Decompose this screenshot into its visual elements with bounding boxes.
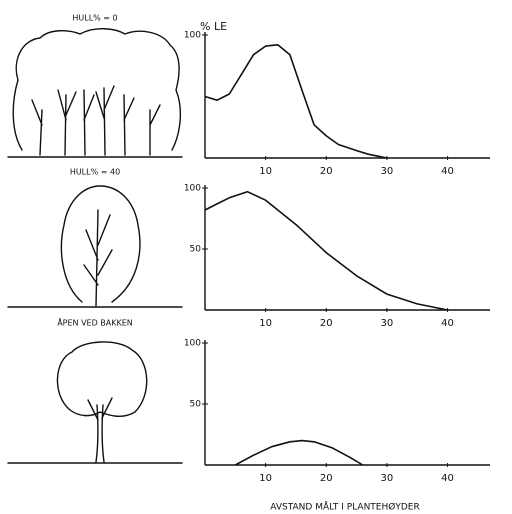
x-tick-label: 30 <box>381 473 394 484</box>
crown <box>56 341 148 418</box>
x-tick-label: 30 <box>381 318 394 329</box>
data-line <box>204 190 448 311</box>
x-tick-label: 40 <box>441 473 454 484</box>
x-tick-label: 40 <box>441 318 454 329</box>
crown <box>60 185 141 303</box>
x-tick-label: 10 <box>259 318 272 329</box>
tree-open <box>7 341 183 464</box>
data-line <box>204 43 388 159</box>
x-tick-label: 10 <box>259 166 272 177</box>
x-tick-label: 20 <box>320 166 333 177</box>
x-tick-label: 20 <box>320 318 333 329</box>
x-tick-label: 30 <box>381 166 394 177</box>
x-axis-label: AVSTAND MÅLT I PLANTEHØYDER <box>270 501 419 513</box>
x-tick-label: 40 <box>441 166 454 177</box>
x-tick-label: 20 <box>320 473 333 484</box>
y-tick-label: 50 <box>190 245 202 255</box>
panel-title: HULL% = 0 <box>72 14 117 23</box>
y-tick-label: 50 <box>190 400 202 410</box>
stems <box>83 209 113 307</box>
crown <box>12 28 182 151</box>
panel-title: HULL% = 40 <box>70 168 120 177</box>
panel-title: ÅPEN VED BAKKEN <box>57 317 133 328</box>
x-tick-label: 10 <box>259 473 272 484</box>
tree-oval <box>7 185 183 308</box>
data-line <box>234 439 364 466</box>
y-tick-label: 100 <box>184 339 201 349</box>
y-tick-label: 100 <box>184 184 201 194</box>
y-axis-label: % LE <box>200 20 227 33</box>
y-tick-label: 100 <box>184 31 201 41</box>
stems <box>31 85 161 156</box>
trunk <box>87 397 113 463</box>
tree-dense <box>7 28 183 158</box>
